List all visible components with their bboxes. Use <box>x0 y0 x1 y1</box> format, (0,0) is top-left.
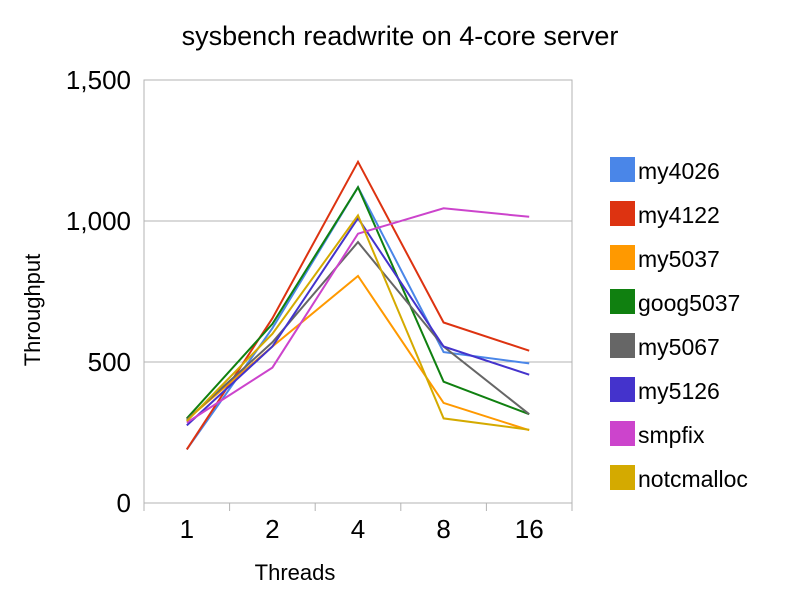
legend: my4026 my4122 my5037 goog5037 my5067 my5126 sm… <box>610 157 748 492</box>
x-tick-label: 8 <box>436 514 450 544</box>
legend-swatch-my5067 <box>610 333 635 358</box>
x-tick-label: 1 <box>180 514 194 544</box>
legend-label-my5037: my5037 <box>638 246 720 272</box>
series-line-smpfix <box>186 207 530 424</box>
legend-swatch-my5126 <box>610 377 635 402</box>
legend-label-notcmalloc: notcmalloc <box>638 466 748 492</box>
x-axis-title: Threads <box>255 560 336 585</box>
y-tick-label: 0 <box>117 488 131 518</box>
series-line-notcmalloc <box>186 213 530 431</box>
x-tick-label: 16 <box>515 514 544 544</box>
series-line-goog5037 <box>186 185 530 420</box>
legend-swatch-my4122 <box>610 201 635 226</box>
legend-swatch-smpfix <box>610 421 635 446</box>
legend-label-my4026: my4026 <box>638 158 720 184</box>
series-line-my5126 <box>186 216 530 427</box>
legend-swatch-goog5037 <box>610 289 635 314</box>
legend-swatch-my5037 <box>610 245 635 270</box>
legend-swatch-notcmalloc <box>610 465 635 490</box>
plot-area: 0 500 1,000 1,500 1 2 4 8 16 <box>66 65 573 544</box>
x-tick-label: 2 <box>265 514 279 544</box>
y-axis-title: Throughput <box>20 254 45 367</box>
plot-frame <box>143 79 573 504</box>
y-tick-label: 1,000 <box>66 206 131 236</box>
legend-label-my4122: my4122 <box>638 202 720 228</box>
legend-label-my5067: my5067 <box>638 334 720 360</box>
series-line-my5037 <box>186 274 530 432</box>
legend-label-my5126: my5126 <box>638 378 720 404</box>
x-tick-label: 4 <box>351 514 365 544</box>
legend-swatch-my4026 <box>610 157 635 182</box>
legend-label-smpfix: smpfix <box>638 422 705 448</box>
y-tick-label: 500 <box>88 347 131 377</box>
chart-title: sysbench readwrite on 4-core server <box>182 21 619 51</box>
y-tick-label: 1,500 <box>66 65 131 95</box>
series-line-my5067 <box>186 240 530 421</box>
legend-label-goog5037: goog5037 <box>638 290 740 316</box>
